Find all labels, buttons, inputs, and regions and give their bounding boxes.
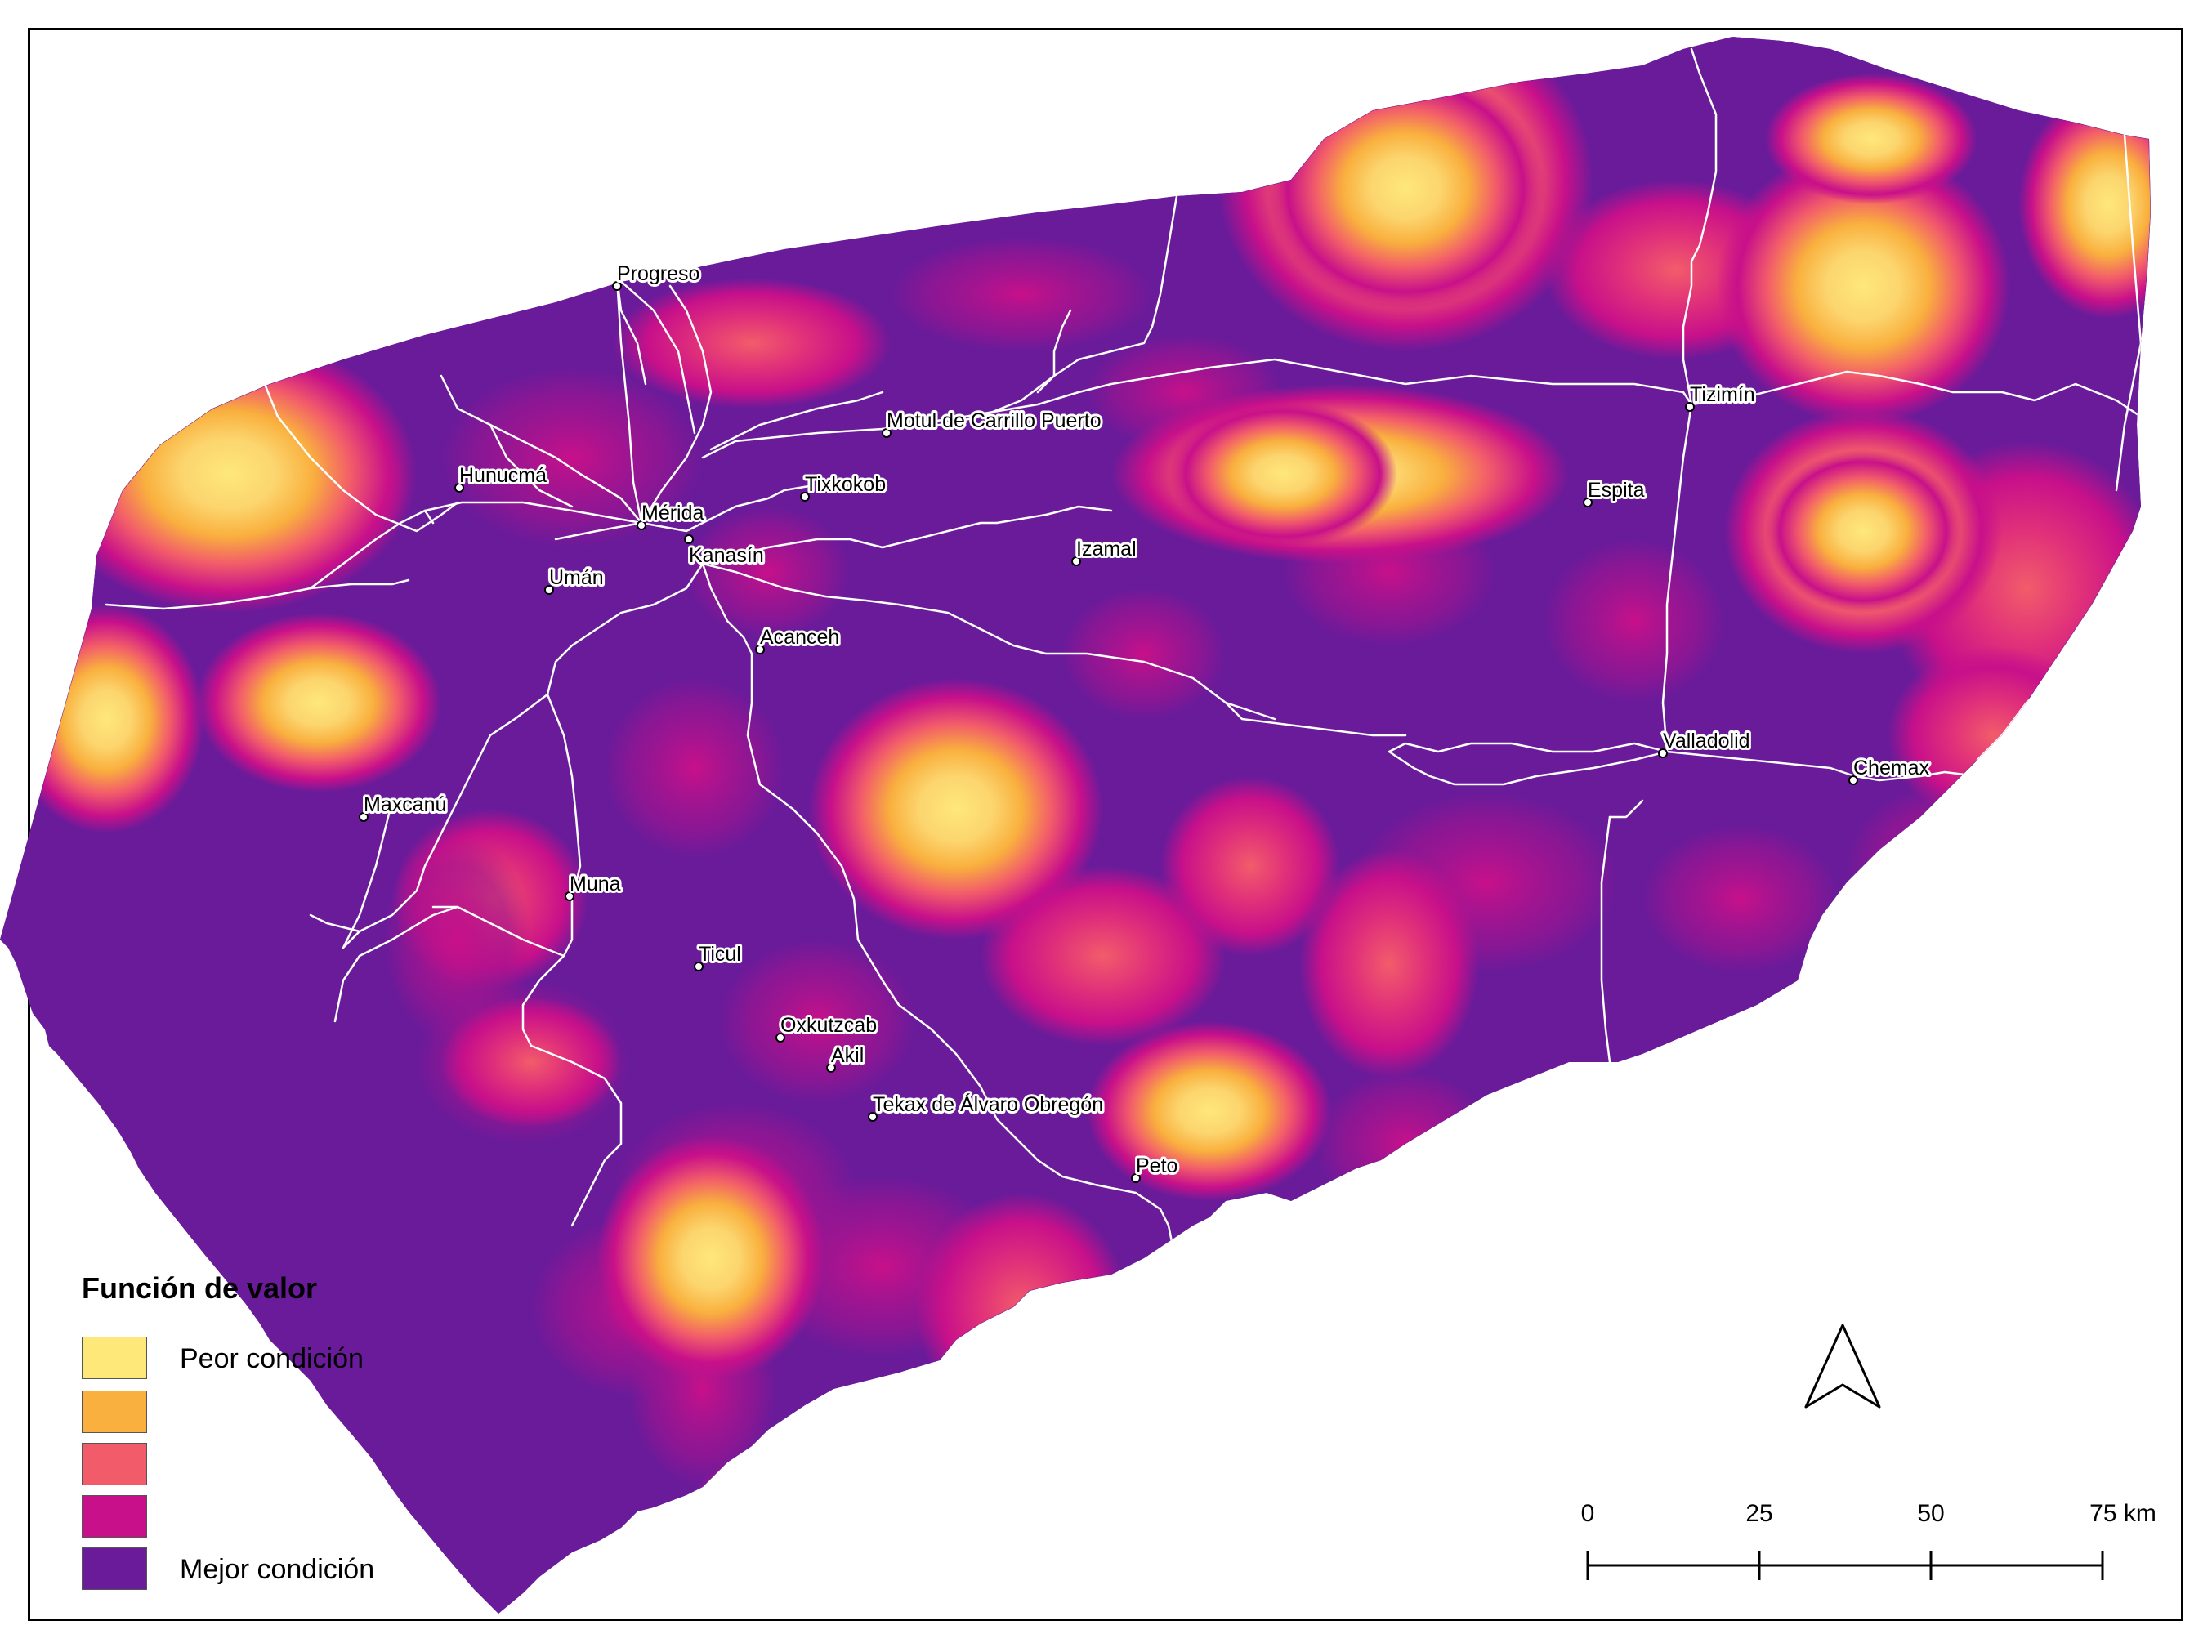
legend-swatch xyxy=(82,1443,147,1485)
city-acanceh[interactable]: Acanceh xyxy=(755,623,842,654)
city-valladolid[interactable]: Valladolid xyxy=(1658,727,1753,758)
city-label: Peto xyxy=(1136,1154,1177,1177)
city-motul[interactable]: Motul de Carrillo Puerto xyxy=(882,407,1104,438)
city-oxkutzcab[interactable]: Oxkutzcab xyxy=(775,1011,879,1043)
legend-item-best: Mejor condición xyxy=(82,1547,572,1593)
city-tekax[interactable]: Tekax de Álvaro Obregón xyxy=(868,1090,1106,1122)
legend-label: Mejor condición xyxy=(180,1554,375,1585)
legend-item-worst: Peor condición xyxy=(82,1337,572,1382)
city-akil[interactable]: Akil xyxy=(826,1042,866,1073)
legend-item-4 xyxy=(82,1495,572,1541)
map-frame xyxy=(28,28,2183,1621)
city-label: Motul de Carrillo Puerto xyxy=(887,409,1102,432)
city-muna[interactable]: Muna xyxy=(565,870,623,901)
city-label: Tekax de Álvaro Obregón xyxy=(873,1092,1103,1116)
city-label: Chemax xyxy=(1853,757,1930,779)
city-merida[interactable]: Mérida xyxy=(637,499,707,530)
legend-title: Función de valor xyxy=(82,1271,318,1305)
city-label: Maxcanú xyxy=(364,793,446,816)
city-ticul[interactable]: Ticul xyxy=(694,940,744,971)
city-label: Muna xyxy=(570,873,621,895)
city-tizimin[interactable]: Tizimín xyxy=(1685,381,1758,412)
city-label: Hunucmá xyxy=(459,464,547,487)
city-espita[interactable]: Espita xyxy=(1583,476,1647,507)
legend-label: Peor condición xyxy=(180,1343,364,1374)
city-kanasin[interactable]: Kanasín xyxy=(684,534,766,569)
road-network xyxy=(105,47,2143,1350)
city-izamal[interactable]: Izamal xyxy=(1071,535,1139,566)
city-label: Valladolid xyxy=(1663,730,1750,752)
north-arrow-icon xyxy=(1804,1324,1881,1409)
city-label: Mérida xyxy=(641,502,704,525)
legend-item-3 xyxy=(82,1443,572,1489)
legend-swatch xyxy=(82,1547,147,1590)
city-label: Ticul xyxy=(699,943,741,966)
city-label: Tizimín xyxy=(1690,383,1755,406)
city-label: Espita xyxy=(1588,479,1645,502)
city-progreso[interactable]: Progreso xyxy=(612,260,702,291)
city-layer: Progreso Hunucmá Mérida Tixkokob Motul d… xyxy=(359,260,1933,1183)
city-label: Umán xyxy=(549,566,604,589)
city-tixkokob[interactable]: Tixkokob xyxy=(800,471,888,502)
city-label: Progreso xyxy=(617,262,699,285)
scale-tick-75: 75 km xyxy=(2089,1500,2156,1527)
legend-swatch xyxy=(82,1391,147,1433)
city-label: Izamal xyxy=(1076,538,1137,560)
scale-bar: 0 25 50 75 km xyxy=(1581,1500,2156,1580)
city-label: Acanceh xyxy=(760,626,839,649)
legend-swatch xyxy=(82,1337,147,1379)
state-outline xyxy=(0,37,2151,1614)
city-hunucma[interactable]: Hunucmá xyxy=(454,462,549,493)
city-label: Kanasín xyxy=(689,544,764,567)
scale-tick-0: 0 xyxy=(1581,1500,1595,1527)
city-label: Tixkokob xyxy=(805,473,886,496)
city-chemax[interactable]: Chemax xyxy=(1848,754,1933,785)
city-label: Oxkutzcab xyxy=(780,1014,877,1037)
scale-tick-50: 50 xyxy=(1917,1500,1944,1527)
city-uman[interactable]: Umán xyxy=(544,564,606,595)
legend-item-2 xyxy=(82,1391,572,1436)
city-label: Akil xyxy=(831,1044,864,1067)
city-peto[interactable]: Peto xyxy=(1131,1152,1180,1183)
city-maxcanu[interactable]: Maxcanú xyxy=(359,791,449,822)
legend-swatch xyxy=(82,1495,147,1538)
scale-tick-25: 25 xyxy=(1745,1500,1772,1527)
